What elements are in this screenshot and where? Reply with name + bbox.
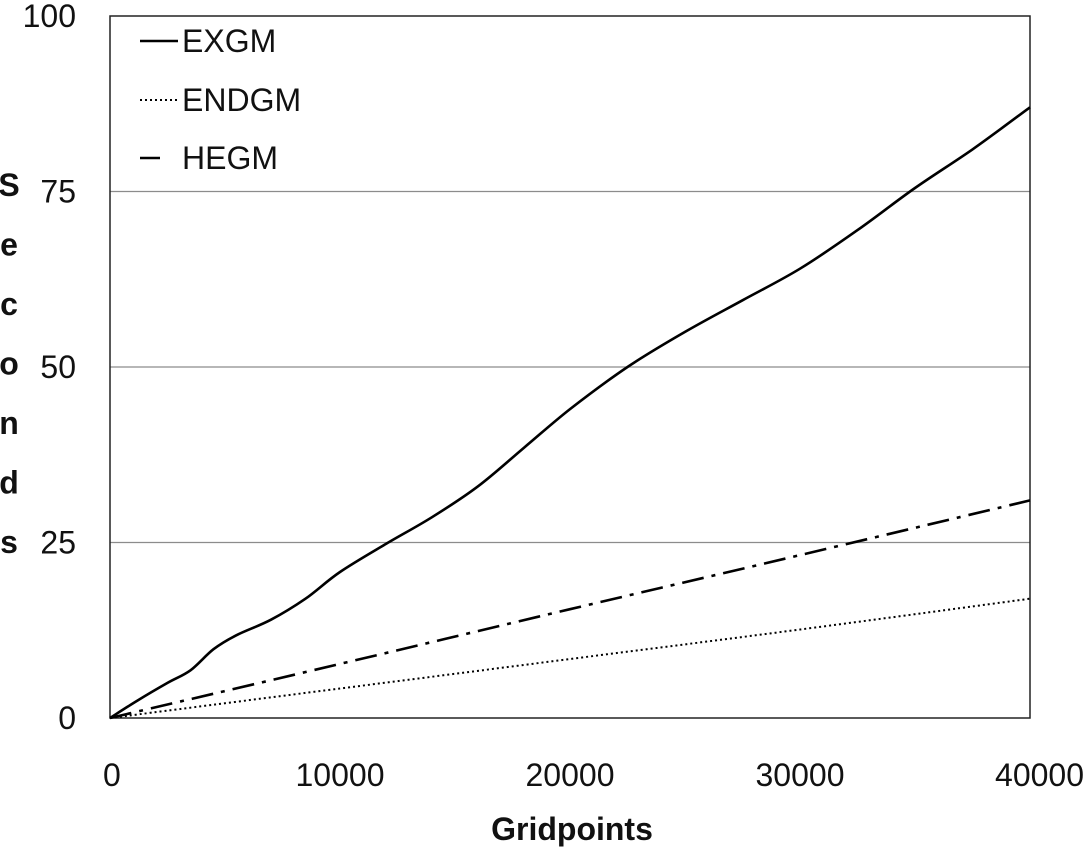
grid-lines xyxy=(110,190,1030,544)
x-axis-ticks: 0 10000 20000 30000 40000 xyxy=(103,757,1084,793)
y-axis-title-letter: c xyxy=(0,286,18,322)
x-tick-label: 10000 xyxy=(296,757,385,793)
y-axis-title-letter: e xyxy=(0,227,18,263)
y-axis-ticks: 0 25 50 75 100 xyxy=(23,0,76,736)
y-axis-title-letter: n xyxy=(0,405,19,441)
legend: EXGM ENDGM HEGM xyxy=(140,23,301,176)
legend-label-endgm: ENDGM xyxy=(182,82,301,118)
y-tick-label: 75 xyxy=(40,174,76,210)
y-tick-label: 100 xyxy=(23,0,76,34)
y-tick-label: 25 xyxy=(40,525,76,561)
x-tick-label: 0 xyxy=(103,757,121,793)
legend-label-exgm: EXGM xyxy=(182,23,276,59)
y-axis-title-letter: s xyxy=(0,524,18,560)
series-line-exgm xyxy=(109,106,1031,720)
y-tick-label: 0 xyxy=(58,700,76,736)
y-axis-title-letter: d xyxy=(0,465,19,501)
y-axis-title-letter: o xyxy=(0,346,19,382)
series-line-hegm xyxy=(109,499,1031,720)
series-layer xyxy=(109,106,1031,720)
y-tick-label: 50 xyxy=(40,349,76,385)
plot-area xyxy=(109,15,1031,719)
y-axis-title-letter: S xyxy=(0,167,20,203)
x-tick-label: 20000 xyxy=(526,757,615,793)
legend-label-hegm: HEGM xyxy=(182,140,278,176)
x-axis-title: Gridpoints xyxy=(491,811,653,847)
series-line-endgm xyxy=(109,597,1031,719)
x-tick-label: 30000 xyxy=(756,757,845,793)
x-tick-label: 40000 xyxy=(995,757,1084,793)
